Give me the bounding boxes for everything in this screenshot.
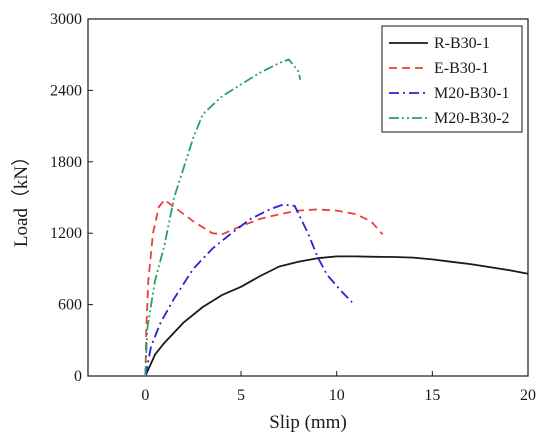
plot-frame xyxy=(87,18,529,377)
series-line-m20-b30-2 xyxy=(144,58,302,377)
series-line-e-b30-1 xyxy=(144,198,384,377)
x-tick-label: 10 xyxy=(329,387,345,404)
ticks-layer: 0 5 10 15 20 0 600 1200 1800 2400 3000 xyxy=(50,11,536,404)
legend-label: E-B30-1 xyxy=(434,60,489,77)
y-axis-title: Load（kN） xyxy=(10,147,32,247)
series-line-m20-b30-1 xyxy=(144,203,353,377)
series-layer xyxy=(144,58,529,377)
legend: R-B30-1 E-B30-1 M20-B30-1 M20-B30-2 xyxy=(381,25,523,133)
series-line-r-b30-1 xyxy=(144,255,529,377)
y-tick-label: 0 xyxy=(74,368,82,385)
legend-label: R-B30-1 xyxy=(434,35,490,52)
y-tick-label: 1800 xyxy=(50,154,82,171)
y-tick-label: 1200 xyxy=(50,225,82,242)
x-tick-label: 0 xyxy=(141,387,149,404)
x-tick-label: 20 xyxy=(520,387,536,404)
legend-label: M20-B30-1 xyxy=(434,85,510,102)
legend-label: M20-B30-2 xyxy=(434,110,510,127)
x-tick-label: 15 xyxy=(424,387,440,404)
y-tick-label: 3000 xyxy=(50,11,82,28)
y-tick-label: 600 xyxy=(58,297,82,314)
x-axis-title: Slip (mm) xyxy=(269,412,347,433)
x-tick-label: 5 xyxy=(237,387,245,404)
y-tick-label: 2400 xyxy=(50,82,82,99)
